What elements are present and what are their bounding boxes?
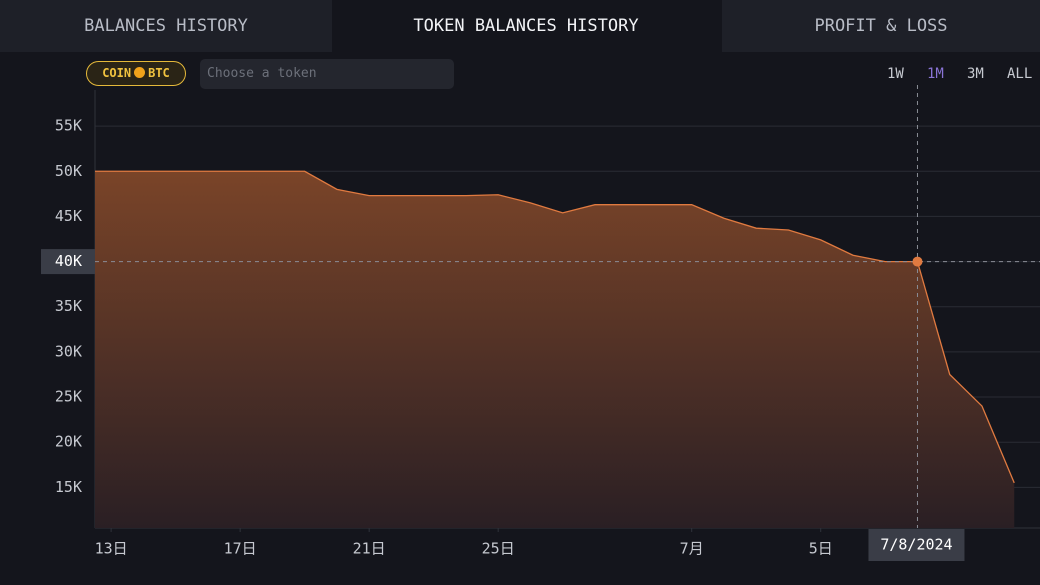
coin-icon: [134, 67, 146, 78]
y-tick-label: 20K: [55, 433, 82, 451]
x-crosshair-label: 7/8/2024: [880, 536, 952, 554]
y-crosshair-box: [41, 249, 95, 275]
chip-left: COIN: [102, 66, 132, 80]
chip-right: BTC: [148, 66, 170, 80]
range-button[interactable]: 1W: [887, 66, 904, 82]
y-tick-label: 55K: [55, 117, 82, 135]
y-tick-label: 15K: [55, 478, 82, 496]
y-tick-label: 30K: [55, 342, 82, 360]
token-search[interactable]: Choose a token: [200, 59, 454, 89]
x-tick-label: 17日: [224, 540, 257, 558]
range-button[interactable]: ALL: [1007, 66, 1033, 82]
tab-active[interactable]: TOKEN BALANCES HISTORY: [332, 0, 720, 52]
y-tick-label: 25K: [55, 388, 82, 406]
x-tick-label: 21日: [353, 540, 386, 558]
x-crosshair-box: [868, 529, 965, 561]
area: [95, 171, 1015, 528]
range-button-active[interactable]: 1M: [927, 66, 944, 82]
y-tick-label: 35K: [55, 297, 82, 315]
x-tick-label: 25日: [482, 540, 515, 558]
x-tick-label: 13日: [95, 540, 128, 558]
tab[interactable]: BALANCES HISTORY: [0, 0, 332, 52]
x-tick-label: 5日: [809, 540, 833, 558]
y-crosshair-label: 40K: [55, 252, 82, 270]
x-tick-label: 7月: [680, 540, 704, 558]
token-chip[interactable]: COIN BTC: [86, 61, 186, 86]
y-tick-label: 50K: [55, 162, 82, 180]
range-button[interactable]: 3M: [967, 66, 984, 82]
y-tick-label: 45K: [55, 207, 82, 225]
tab[interactable]: PROFIT & LOSS: [722, 0, 1040, 52]
crosshair-point: [912, 256, 923, 267]
plot: [95, 170, 1015, 528]
